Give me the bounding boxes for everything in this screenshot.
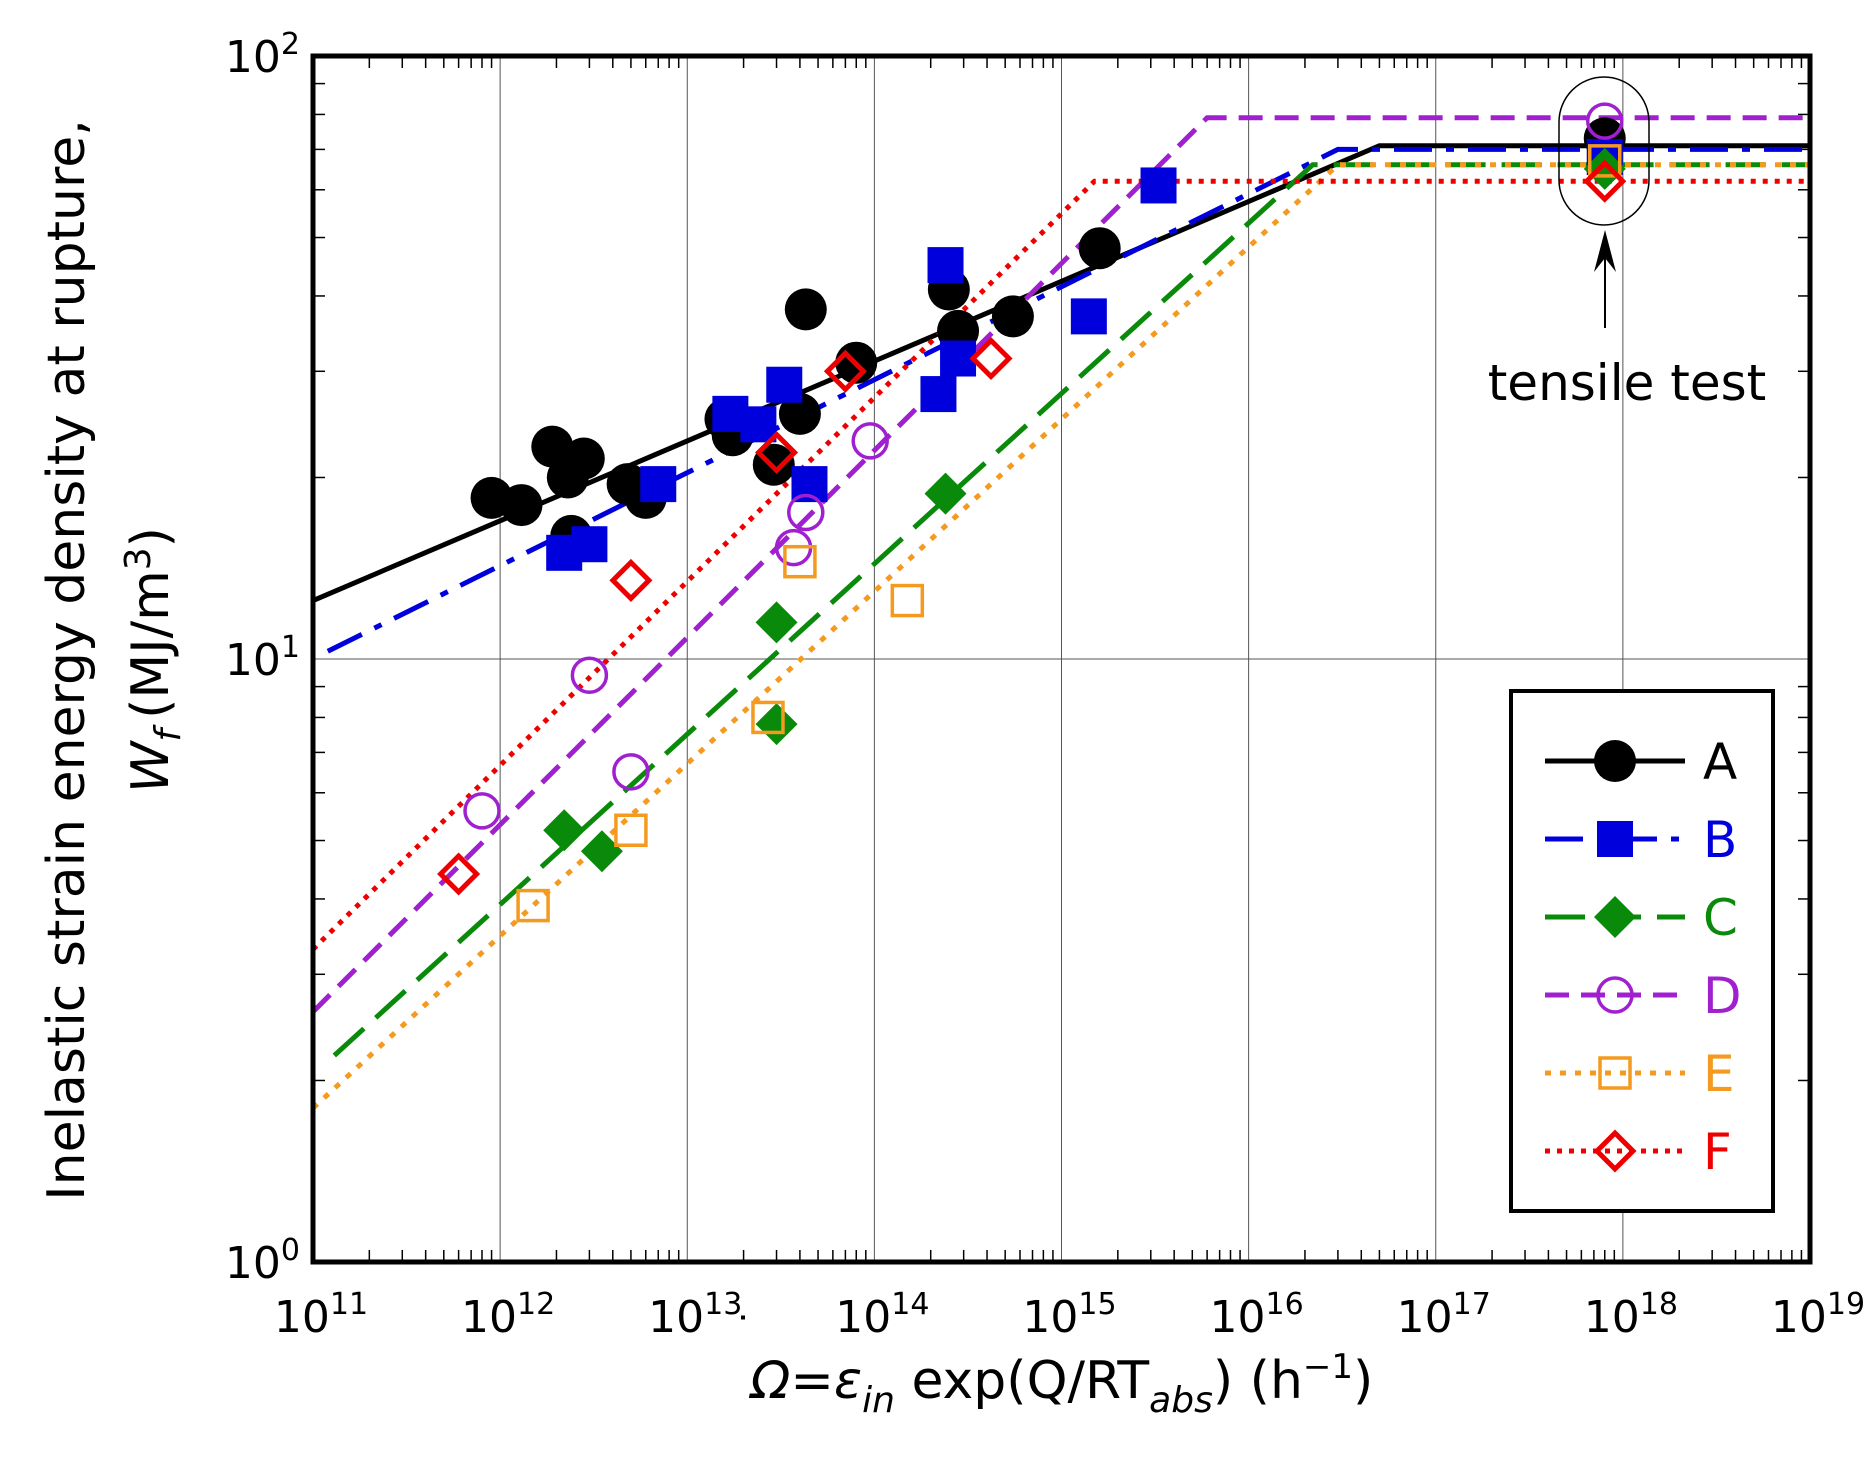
legend-label: A [1703,733,1737,791]
legend-label: C [1703,889,1738,947]
legend-marker [1598,1056,1632,1090]
legend-entry-b: B [1545,811,1737,869]
data-point-a [500,484,543,527]
data-point-f [823,349,867,393]
legend-entry-e: E [1545,1045,1735,1103]
series-line-f [313,178,1810,952]
x-tick-labels: 1011 1012 1013 1014 1015 1016 1017 1018 1019 [274,1287,1865,1343]
y-axis-title-text: Inelastic strain energy density at ruptu… [37,119,97,1200]
data-point-b [1070,298,1107,335]
legend-entry-d: D [1545,967,1742,1025]
legend-label: E [1703,1045,1735,1103]
data-point-d [1585,102,1624,140]
legend-marker [1594,740,1636,782]
data-point-e [890,583,925,618]
x-tick-label: 1012 [461,1287,555,1343]
legend-marker [1594,896,1636,938]
data-point-e [751,700,785,735]
x-tick-label: 1018 [1584,1287,1678,1343]
series-line-a [313,143,1810,603]
y-tick-labels: 100 101 102 [225,27,300,1289]
legend-label: D [1703,967,1742,1025]
legend-marker [1593,1129,1637,1173]
x-tick-label: 1019 [1771,1287,1865,1343]
data-point-f [969,336,1013,381]
data-point-f [609,558,653,602]
grid-lines [313,56,1810,1262]
data-point-b [766,366,803,403]
y-tick-label: 102 [225,27,300,83]
data-point-a [784,288,827,331]
tensile-test-arrow-head [1594,230,1616,272]
y-tick-label: 100 [225,1233,300,1289]
data-point-a [562,437,605,480]
series-line-d [313,115,1810,1014]
data-point-b [571,526,608,563]
tensile-test-annotation: tensile test [1488,76,1767,412]
data-point-d [570,656,609,694]
series-points-e [516,144,1622,923]
data-point-a [991,295,1034,338]
data-point-b [927,247,964,284]
data-point-c [543,809,586,852]
legend-label: B [1703,811,1737,869]
data-point-d [787,493,825,532]
legend-entry-c: C [1545,889,1738,947]
tensile-test-highlight-box [1558,76,1650,226]
data-point-e [516,888,550,923]
data-point-f [437,852,481,896]
data-point-a [1078,227,1121,270]
y-axis-title-symbol: Wf(MJ/m3) [118,527,189,793]
legend-marker [1596,976,1634,1014]
data-point-f [1583,159,1627,203]
data-point-b [640,466,677,503]
legend-entry-f: F [1545,1123,1732,1181]
data-point-c [1583,147,1626,190]
x-tick-label: 1017 [1397,1287,1491,1343]
y-tick-label: 101 [225,630,300,686]
data-point-e [783,544,817,579]
data-point-e [614,813,648,847]
data-point-f [754,430,799,475]
data-point-b [920,376,957,413]
data-point-b [1140,167,1177,204]
series-points-c [543,147,1626,873]
x-axis-title-text: Ω=εin exp(Q/RTabs) (h−1) [749,1347,1374,1421]
x-tick-label: 1014 [835,1287,929,1343]
series-points-f [437,159,1627,896]
y-axis-title: Inelastic strain energy density at ruptu… [37,119,189,1200]
x-tick-label: 1015 [1022,1287,1116,1343]
data-point-c [580,830,623,873]
x-axis-epsilon-dot: ˙ [733,1310,753,1356]
legend-entry-a: A [1545,733,1737,791]
data-point-e [1587,144,1622,178]
legend-marker [1597,821,1633,857]
x-tick-label: 1013 [648,1287,742,1343]
plot-frame [310,53,1813,1265]
data-point-d [612,753,650,791]
data-point-c [755,703,798,746]
legend-label: F [1703,1123,1732,1181]
data-point-d [463,792,501,830]
data-point-d [851,422,889,460]
data-point-a [778,392,821,435]
x-axis-title: ˙ Ω=εin exp(Q/RTabs) (h−1) [733,1310,1373,1421]
x-tick-label: 1016 [1210,1287,1304,1343]
data-point-c [924,472,967,515]
series-points [437,102,1627,923]
tensile-test-label: tensile test [1488,354,1767,412]
data-point-b [740,406,777,443]
data-point-c [755,601,798,644]
series-points-d [463,102,1624,830]
legend-box [1509,689,1775,1213]
x-tick-label: 1011 [274,1287,368,1343]
